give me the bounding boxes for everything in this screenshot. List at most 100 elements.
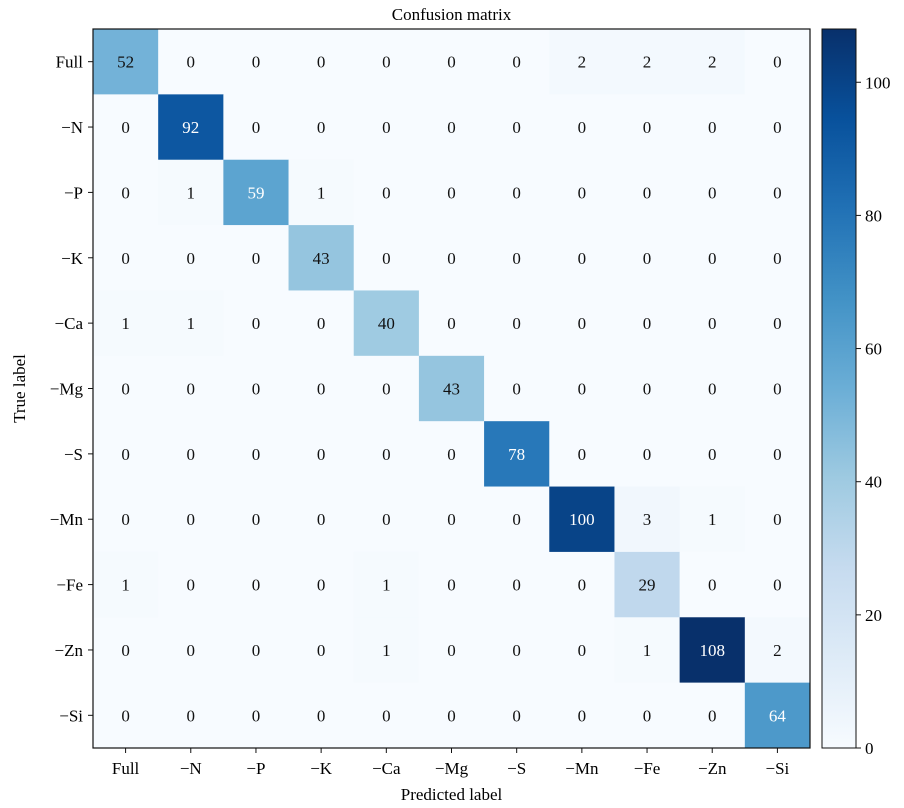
cell-value-label: 0 <box>643 706 652 725</box>
heatmap-cell <box>223 421 289 487</box>
cell-value-label: 0 <box>447 445 456 464</box>
heatmap-cell <box>158 551 224 618</box>
heatmap-cell <box>614 225 680 291</box>
cell-value-label: 0 <box>773 249 782 268</box>
cell-value-label: 0 <box>773 53 782 72</box>
cell-value-label: 0 <box>121 183 130 202</box>
heatmap-cell <box>93 421 159 487</box>
heatmap-cell <box>679 94 746 161</box>
colorbar-tick-label: 60 <box>865 340 882 359</box>
heatmap-cell <box>614 290 680 357</box>
y-tick-label: −Si <box>59 706 83 725</box>
heatmap-cell <box>614 617 680 683</box>
cell-value-label: 0 <box>447 576 456 595</box>
cell-value-label: 0 <box>512 380 521 399</box>
heatmap-cell <box>288 551 355 618</box>
heatmap-cell <box>484 159 550 226</box>
cell-value-label: 0 <box>382 706 391 725</box>
cell-value-label: 0 <box>643 445 652 464</box>
heatmap-cell <box>223 159 289 226</box>
cell-value-label: 0 <box>252 249 261 268</box>
heatmap-cell <box>223 94 289 161</box>
colorbar-tick-label: 80 <box>865 206 882 225</box>
cell-value-label: 0 <box>447 510 456 529</box>
heatmap-cell <box>744 29 811 95</box>
heatmap-cell <box>158 225 224 291</box>
heatmap-cell <box>223 551 289 618</box>
cell-value-label: 0 <box>187 510 196 529</box>
heatmap-cell <box>418 682 485 749</box>
cell-value-label: 0 <box>382 118 391 137</box>
cell-value-label: 0 <box>317 445 326 464</box>
cell-value-label: 0 <box>512 183 521 202</box>
heatmap-cell <box>484 94 550 161</box>
heatmap-cell <box>223 682 289 749</box>
heatmap-cell <box>93 159 159 226</box>
heatmap-cell <box>288 290 355 357</box>
heatmap-cell <box>484 617 550 683</box>
cell-value-label: 0 <box>512 314 521 333</box>
heatmap-cell <box>353 682 420 749</box>
heatmap-cell <box>679 551 746 618</box>
x-tick-label: −K <box>310 759 333 778</box>
heatmap-cell <box>679 355 746 422</box>
cell-value-label: 1 <box>187 314 196 333</box>
cell-value-label: 0 <box>773 183 782 202</box>
x-tick-label: −Fe <box>634 759 661 778</box>
y-axis-ticks: Full −N −P −K −Ca −Mg −S −Mn −Fe −Zn −Si <box>50 53 93 725</box>
heatmap-cell <box>223 617 289 683</box>
y-tick-label: −Mn <box>50 510 84 529</box>
cell-value-label: 2 <box>708 53 717 72</box>
cell-value-label: 0 <box>708 118 717 137</box>
heatmap-cell <box>549 29 615 95</box>
cell-value-label: 0 <box>382 380 391 399</box>
cell-value-label: 0 <box>382 510 391 529</box>
heatmap-cell <box>614 421 680 487</box>
cell-value-label: 52 <box>117 53 134 72</box>
heatmap-cell <box>158 355 224 422</box>
heatmap-cell <box>418 29 485 95</box>
colorbar <box>821 28 857 749</box>
cell-value-label: 0 <box>512 53 521 72</box>
heatmap-cell <box>679 682 746 749</box>
cell-value-label: 1 <box>121 576 130 595</box>
cell-value-label: 0 <box>708 380 717 399</box>
cell-value-label: 0 <box>447 183 456 202</box>
cell-value-label: 0 <box>578 706 587 725</box>
cell-value-label: 0 <box>643 118 652 137</box>
cell-value-label: 0 <box>708 445 717 464</box>
heatmap-cell <box>418 551 485 618</box>
x-tick-label: −P <box>246 759 265 778</box>
heatmap-cell <box>93 94 159 161</box>
heatmap-cell <box>744 617 811 683</box>
cell-value-label: 0 <box>317 380 326 399</box>
cell-value-label: 64 <box>769 706 787 725</box>
heatmap-cell <box>353 29 420 95</box>
heatmap-cell <box>353 94 420 161</box>
cell-value-label: 0 <box>512 118 521 137</box>
cell-value-label: 100 <box>569 510 595 529</box>
heatmap-cell <box>418 486 485 553</box>
cell-value-label: 1 <box>708 510 717 529</box>
cell-value-label: 0 <box>187 576 196 595</box>
cell-value-label: 0 <box>447 249 456 268</box>
cell-value-label: 0 <box>512 510 521 529</box>
cell-value-label: 1 <box>187 183 196 202</box>
y-tick-label: −K <box>61 249 84 268</box>
cell-value-label: 0 <box>708 706 717 725</box>
heatmap-cell <box>614 29 680 95</box>
heatmap-cell <box>549 486 615 553</box>
cell-value-label: 0 <box>317 706 326 725</box>
cell-value-label: 0 <box>447 118 456 137</box>
heatmap-cell <box>484 551 550 618</box>
heatmap-cell <box>93 225 159 291</box>
cell-value-label: 0 <box>252 380 261 399</box>
heatmap-cell <box>614 94 680 161</box>
cell-value-label: 0 <box>578 641 587 660</box>
cell-value-label: 0 <box>252 641 261 660</box>
heatmap-cell <box>93 486 159 553</box>
cell-value-label: 0 <box>382 445 391 464</box>
colorbar-tick-label: 0 <box>865 739 874 758</box>
cell-value-label: 0 <box>643 314 652 333</box>
cell-value-label: 0 <box>121 510 130 529</box>
